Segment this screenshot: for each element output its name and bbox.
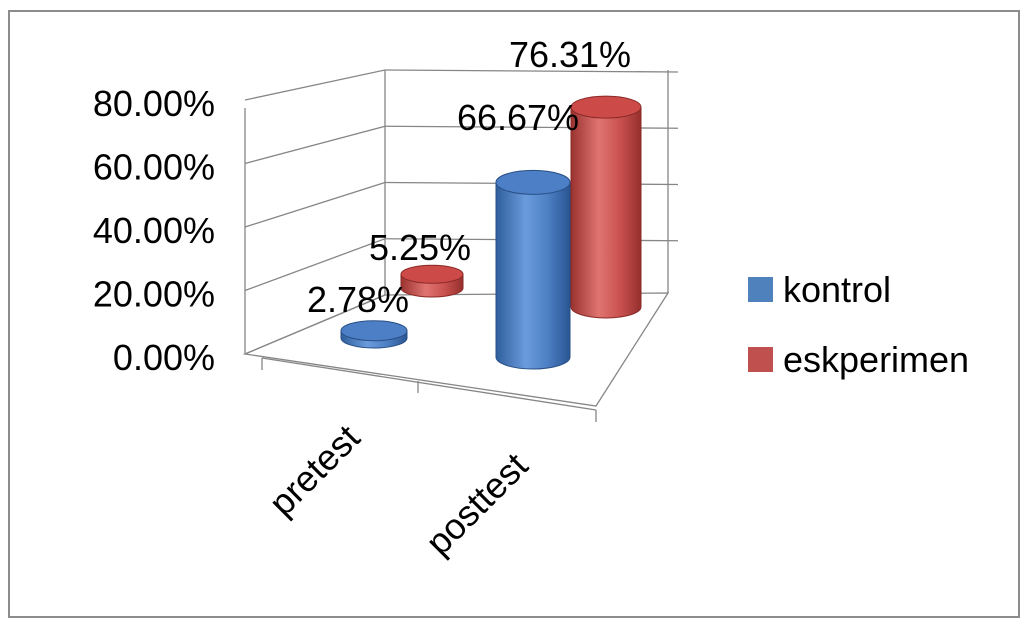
cylinder-bar (495, 169, 571, 370)
legend-label: eskperimen (783, 339, 969, 380)
legend-swatch (748, 347, 773, 372)
x-category-label: posttest (418, 445, 536, 563)
cylinder-body (570, 106, 642, 319)
y-axis-ticks: 0.00% 20.00% 40.00% 60.00% 80.00% (93, 83, 215, 378)
legend: kontrol eskperimen (748, 269, 969, 380)
cylinder-bar (570, 95, 642, 319)
side-wall-gridline (244, 181, 386, 228)
cylinder-top (340, 320, 408, 342)
cylinder-body (495, 181, 571, 370)
data-labels: 5.25% 76.31% 2.78% 66.67% (307, 34, 631, 320)
floor-plane (242, 292, 670, 407)
side-wall-gridline (244, 238, 386, 292)
x-category-label: pretest (261, 417, 368, 524)
back-wall-gridline (384, 69, 679, 73)
y-tick-label: 60.00% (93, 147, 215, 188)
cylinder-bar (340, 320, 408, 349)
data-label: 66.67% (457, 97, 579, 138)
cylinder-top (570, 95, 642, 119)
legend-label: kontrol (783, 269, 891, 310)
y-tick-label: 20.00% (93, 274, 215, 315)
cylinder-bar (400, 264, 464, 298)
data-label: 2.78% (307, 279, 409, 320)
cylinder-top (495, 169, 571, 195)
side-wall-gridline (244, 125, 386, 165)
x-axis-front-edge (261, 357, 597, 411)
cylinder-top (400, 264, 464, 284)
y-tick-label: 0.00% (113, 337, 215, 378)
data-label: 5.25% (369, 227, 471, 268)
legend-swatch (748, 277, 773, 302)
bars-layer (340, 95, 642, 370)
x-axis-categories: pretest posttest (261, 417, 536, 563)
data-label: 76.31% (509, 34, 631, 75)
y-tick-label: 40.00% (93, 210, 215, 251)
y-tick-label: 80.00% (93, 83, 215, 124)
side-wall-gridline (244, 69, 386, 101)
